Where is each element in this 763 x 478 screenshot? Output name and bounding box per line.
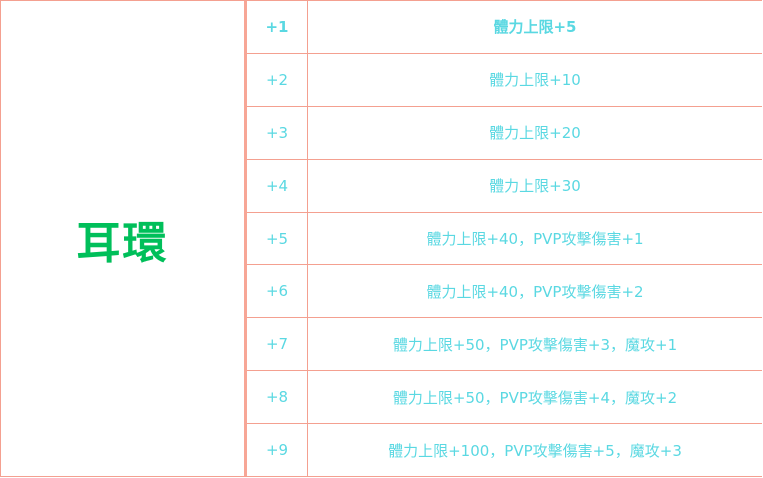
bonus-cell: 體力上限+30	[489, 177, 581, 196]
bonus-cell: 體力上限+5	[493, 18, 577, 37]
table-row: +4 體力上限+30	[247, 159, 762, 213]
table-row: +3 體力上限+20	[247, 106, 762, 160]
level-cell: +1	[247, 1, 308, 53]
level-cell: +5	[247, 212, 308, 265]
bonus-cell: 體力上限+100，PVP攻擊傷害+5，魔攻+3	[388, 441, 682, 460]
table-row: +6 體力上限+40，PVP攻擊傷害+2	[247, 265, 762, 319]
level-cell: +8	[247, 371, 308, 424]
item-name-cell: 耳環	[1, 1, 247, 476]
level-cell: +3	[247, 106, 308, 159]
level-cell: +2	[247, 53, 308, 106]
bonus-cell: 體力上限+40，PVP攻擊傷害+2	[426, 282, 644, 301]
rows-container: +1 體力上限+5 +2 體力上限+10 +3 體力上限+20 +4 體力上限+30 +5 體力上…	[247, 1, 762, 477]
bonus-cell: 體力上限+20	[489, 124, 581, 143]
bonus-cell: 體力上限+50，PVP攻擊傷害+3，魔攻+1	[392, 335, 678, 354]
level-cell: +6	[247, 265, 308, 318]
table-row: +2 體力上限+10	[247, 53, 762, 107]
level-cell: +4	[247, 159, 308, 212]
table-row: +8 體力上限+50，PVP攻擊傷害+4，魔攻+2	[247, 371, 762, 425]
table-row: +1 體力上限+5	[247, 1, 762, 54]
level-cell: +7	[247, 318, 308, 371]
bonus-cell: 體力上限+10	[489, 71, 581, 90]
table-row: +7 體力上限+50，PVP攻擊傷害+3，魔攻+1	[247, 318, 762, 372]
table-row: +5 體力上限+40，PVP攻擊傷害+1	[247, 212, 762, 266]
level-cell: +9	[247, 424, 308, 477]
bonus-cell: 體力上限+40，PVP攻擊傷害+1	[426, 230, 644, 248]
bonus-cell: 體力上限+50，PVP攻擊傷害+4，魔攻+2	[392, 388, 678, 407]
table-row: +9 體力上限+100，PVP攻擊傷害+5，魔攻+3	[247, 424, 762, 477]
